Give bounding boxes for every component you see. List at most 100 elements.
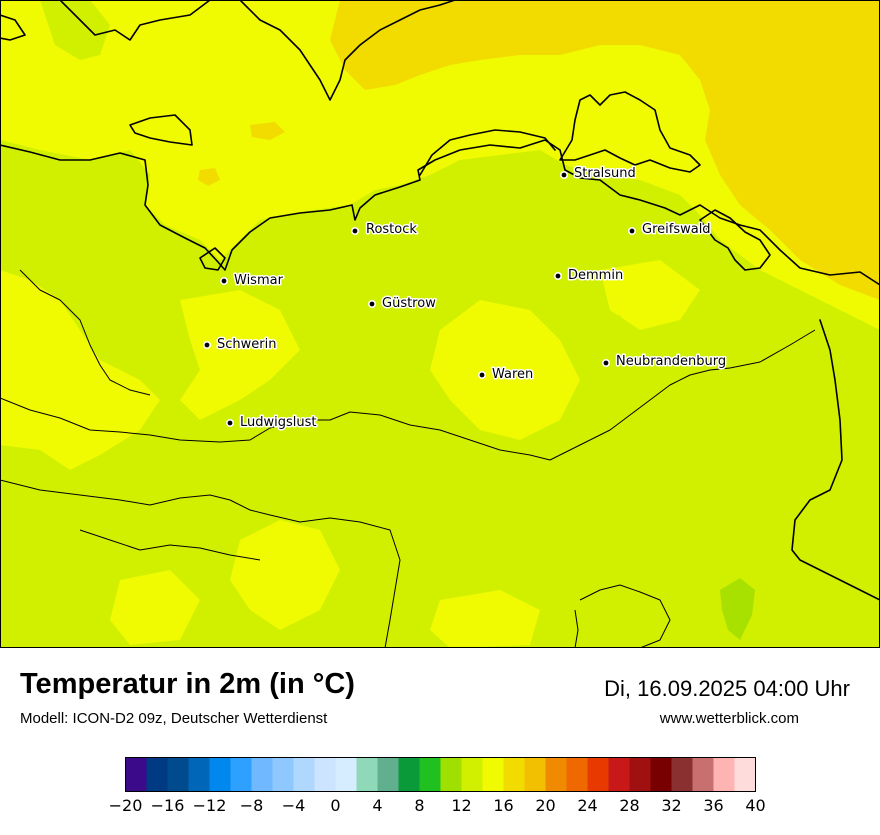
city-demmin[interactable]: Demmin: [553, 267, 625, 285]
legend-tick-label: −20: [110, 796, 142, 815]
legend-swatch: [188, 757, 210, 792]
coastline-usedom: [699, 209, 771, 271]
field-16-18-west: [0, 370, 70, 430]
legend-swatch: [545, 757, 567, 792]
legend-swatch: [629, 757, 651, 792]
model-info: Modell: ICON-D2 09z, Deutscher Wetterdie…: [20, 710, 328, 727]
city-dot-greifswald: [627, 227, 636, 236]
coastline-north-islands-2: [239, 0, 456, 101]
map-title: Temperatur in 2m (in °C): [20, 668, 355, 700]
legend-swatch: [671, 757, 693, 792]
legend-swatches: [125, 757, 756, 792]
legend-tick-label: 32: [661, 796, 681, 815]
city-rostock[interactable]: Rostock: [350, 221, 419, 239]
color-legend: −20 −16 −12 −8 −4 0 4 8 12 16 20 24 28 32 36 40: [109, 756, 770, 830]
border-southeast-2: [574, 609, 579, 648]
border-state-south: [0, 329, 816, 461]
city-label-neubrandenburg: Neubrandenburg: [616, 354, 726, 369]
legend-tick-label: 36: [703, 796, 723, 815]
city-label-wismar: Wismar: [234, 273, 284, 288]
city-label-ludwigslust: Ludwigslust: [240, 415, 317, 430]
legend-swatch: [167, 757, 189, 792]
legend-swatch: [146, 757, 168, 792]
border-southeast: [579, 584, 671, 648]
city-waren[interactable]: Waren: [477, 366, 535, 384]
city-ludwigslust[interactable]: Ludwigslust: [226, 414, 318, 432]
field-14-16-north: [40, 0, 110, 60]
legend-swatch: [125, 757, 147, 792]
legend-swatch: [293, 757, 315, 792]
coastline-ruegen: [559, 91, 701, 173]
field-16-18-inland-1: [180, 290, 300, 420]
legend-swatch: [524, 757, 546, 792]
legend-swatch: [230, 757, 252, 792]
city-label-rostock: Rostock: [366, 222, 417, 237]
temperature-map: Stralsund Rostock Greifswald Wismar Demm…: [0, 0, 880, 648]
coastline-oder: [791, 319, 880, 601]
legend-tick-label: 4: [372, 796, 382, 815]
field-16-18-south-1: [230, 520, 340, 630]
city-dot-neubrandenburg: [601, 358, 610, 367]
coastline-main: [0, 139, 880, 286]
legend-swatch: [608, 757, 630, 792]
legend-swatch: [713, 757, 735, 792]
legend-swatch: [398, 757, 420, 792]
field-18-20-patch-1: [250, 122, 285, 140]
city-dot-guestrow: [367, 299, 376, 308]
city-greifswald[interactable]: Greifswald: [627, 221, 712, 239]
city-schwerin[interactable]: Schwerin: [203, 336, 278, 354]
coastline-fischland: [419, 129, 556, 176]
legend-swatch: [461, 757, 483, 792]
legend-ticks: −20 −16 −12 −8 −4 0 4 8 12 16 20 24 28 32 36 40: [109, 796, 766, 815]
legend-tick-label: 40: [745, 796, 765, 815]
field-16-18-inland-3: [600, 260, 700, 330]
city-dot-ludwigslust: [226, 418, 235, 427]
legend-swatch: [335, 757, 357, 792]
city-dot-waren: [477, 370, 486, 379]
legend-tick-label: 8: [414, 796, 424, 815]
city-dot-rostock: [350, 227, 359, 236]
legend-tick-label: 28: [619, 796, 639, 815]
city-label-schwerin: Schwerin: [217, 337, 276, 352]
legend-swatch: [272, 757, 294, 792]
legend-swatch: [692, 757, 714, 792]
legend-swatch: [650, 757, 672, 792]
city-dot-stralsund: [559, 171, 568, 180]
map-canvas: Stralsund Rostock Greifswald Wismar Demm…: [0, 0, 880, 648]
border-south-2: [79, 529, 261, 561]
legend-frame: [125, 757, 756, 792]
city-dot-wismar: [220, 276, 229, 285]
city-label-stralsund: Stralsund: [574, 166, 636, 181]
legend-swatch: [734, 757, 756, 792]
field-18-20-patch-2: [198, 168, 220, 186]
city-label-guestrow: Güstrow: [382, 296, 436, 311]
legend-tick-label: 20: [535, 796, 555, 815]
city-label-greifswald: Greifswald: [642, 222, 711, 237]
website-link[interactable]: www.wetterblick.com: [659, 710, 799, 727]
legend-swatch: [314, 757, 336, 792]
legend-tick-label: 0: [330, 796, 340, 815]
coastline-north-islands: [59, 0, 211, 41]
border-south-district: [0, 479, 401, 648]
coastline-denmark: [129, 114, 193, 146]
field-12-14-patch: [720, 578, 755, 640]
field-16-18-south-3: [430, 590, 540, 648]
legend-swatch: [251, 757, 273, 792]
legend-tick-label: −8: [240, 796, 264, 815]
coastline-west-1: [0, 14, 26, 41]
legend-swatch: [377, 757, 399, 792]
legend-swatch: [482, 757, 504, 792]
city-guestrow[interactable]: Güstrow: [367, 295, 438, 313]
legend-swatch: [440, 757, 462, 792]
legend-swatch: [503, 757, 525, 792]
city-neubrandenburg[interactable]: Neubrandenburg: [601, 353, 728, 371]
legend-tick-label: −12: [193, 796, 227, 815]
legend-tick-label: 24: [577, 796, 597, 815]
legend-swatch: [587, 757, 609, 792]
field-16-18-inland-2: [430, 300, 580, 440]
city-wismar[interactable]: Wismar: [220, 272, 285, 290]
legend-tick-label: −16: [151, 796, 185, 815]
forecast-datetime: Di, 16.09.2025 04:00 Uhr: [604, 676, 850, 701]
city-stralsund[interactable]: Stralsund: [559, 165, 637, 183]
legend-swatch: [209, 757, 231, 792]
